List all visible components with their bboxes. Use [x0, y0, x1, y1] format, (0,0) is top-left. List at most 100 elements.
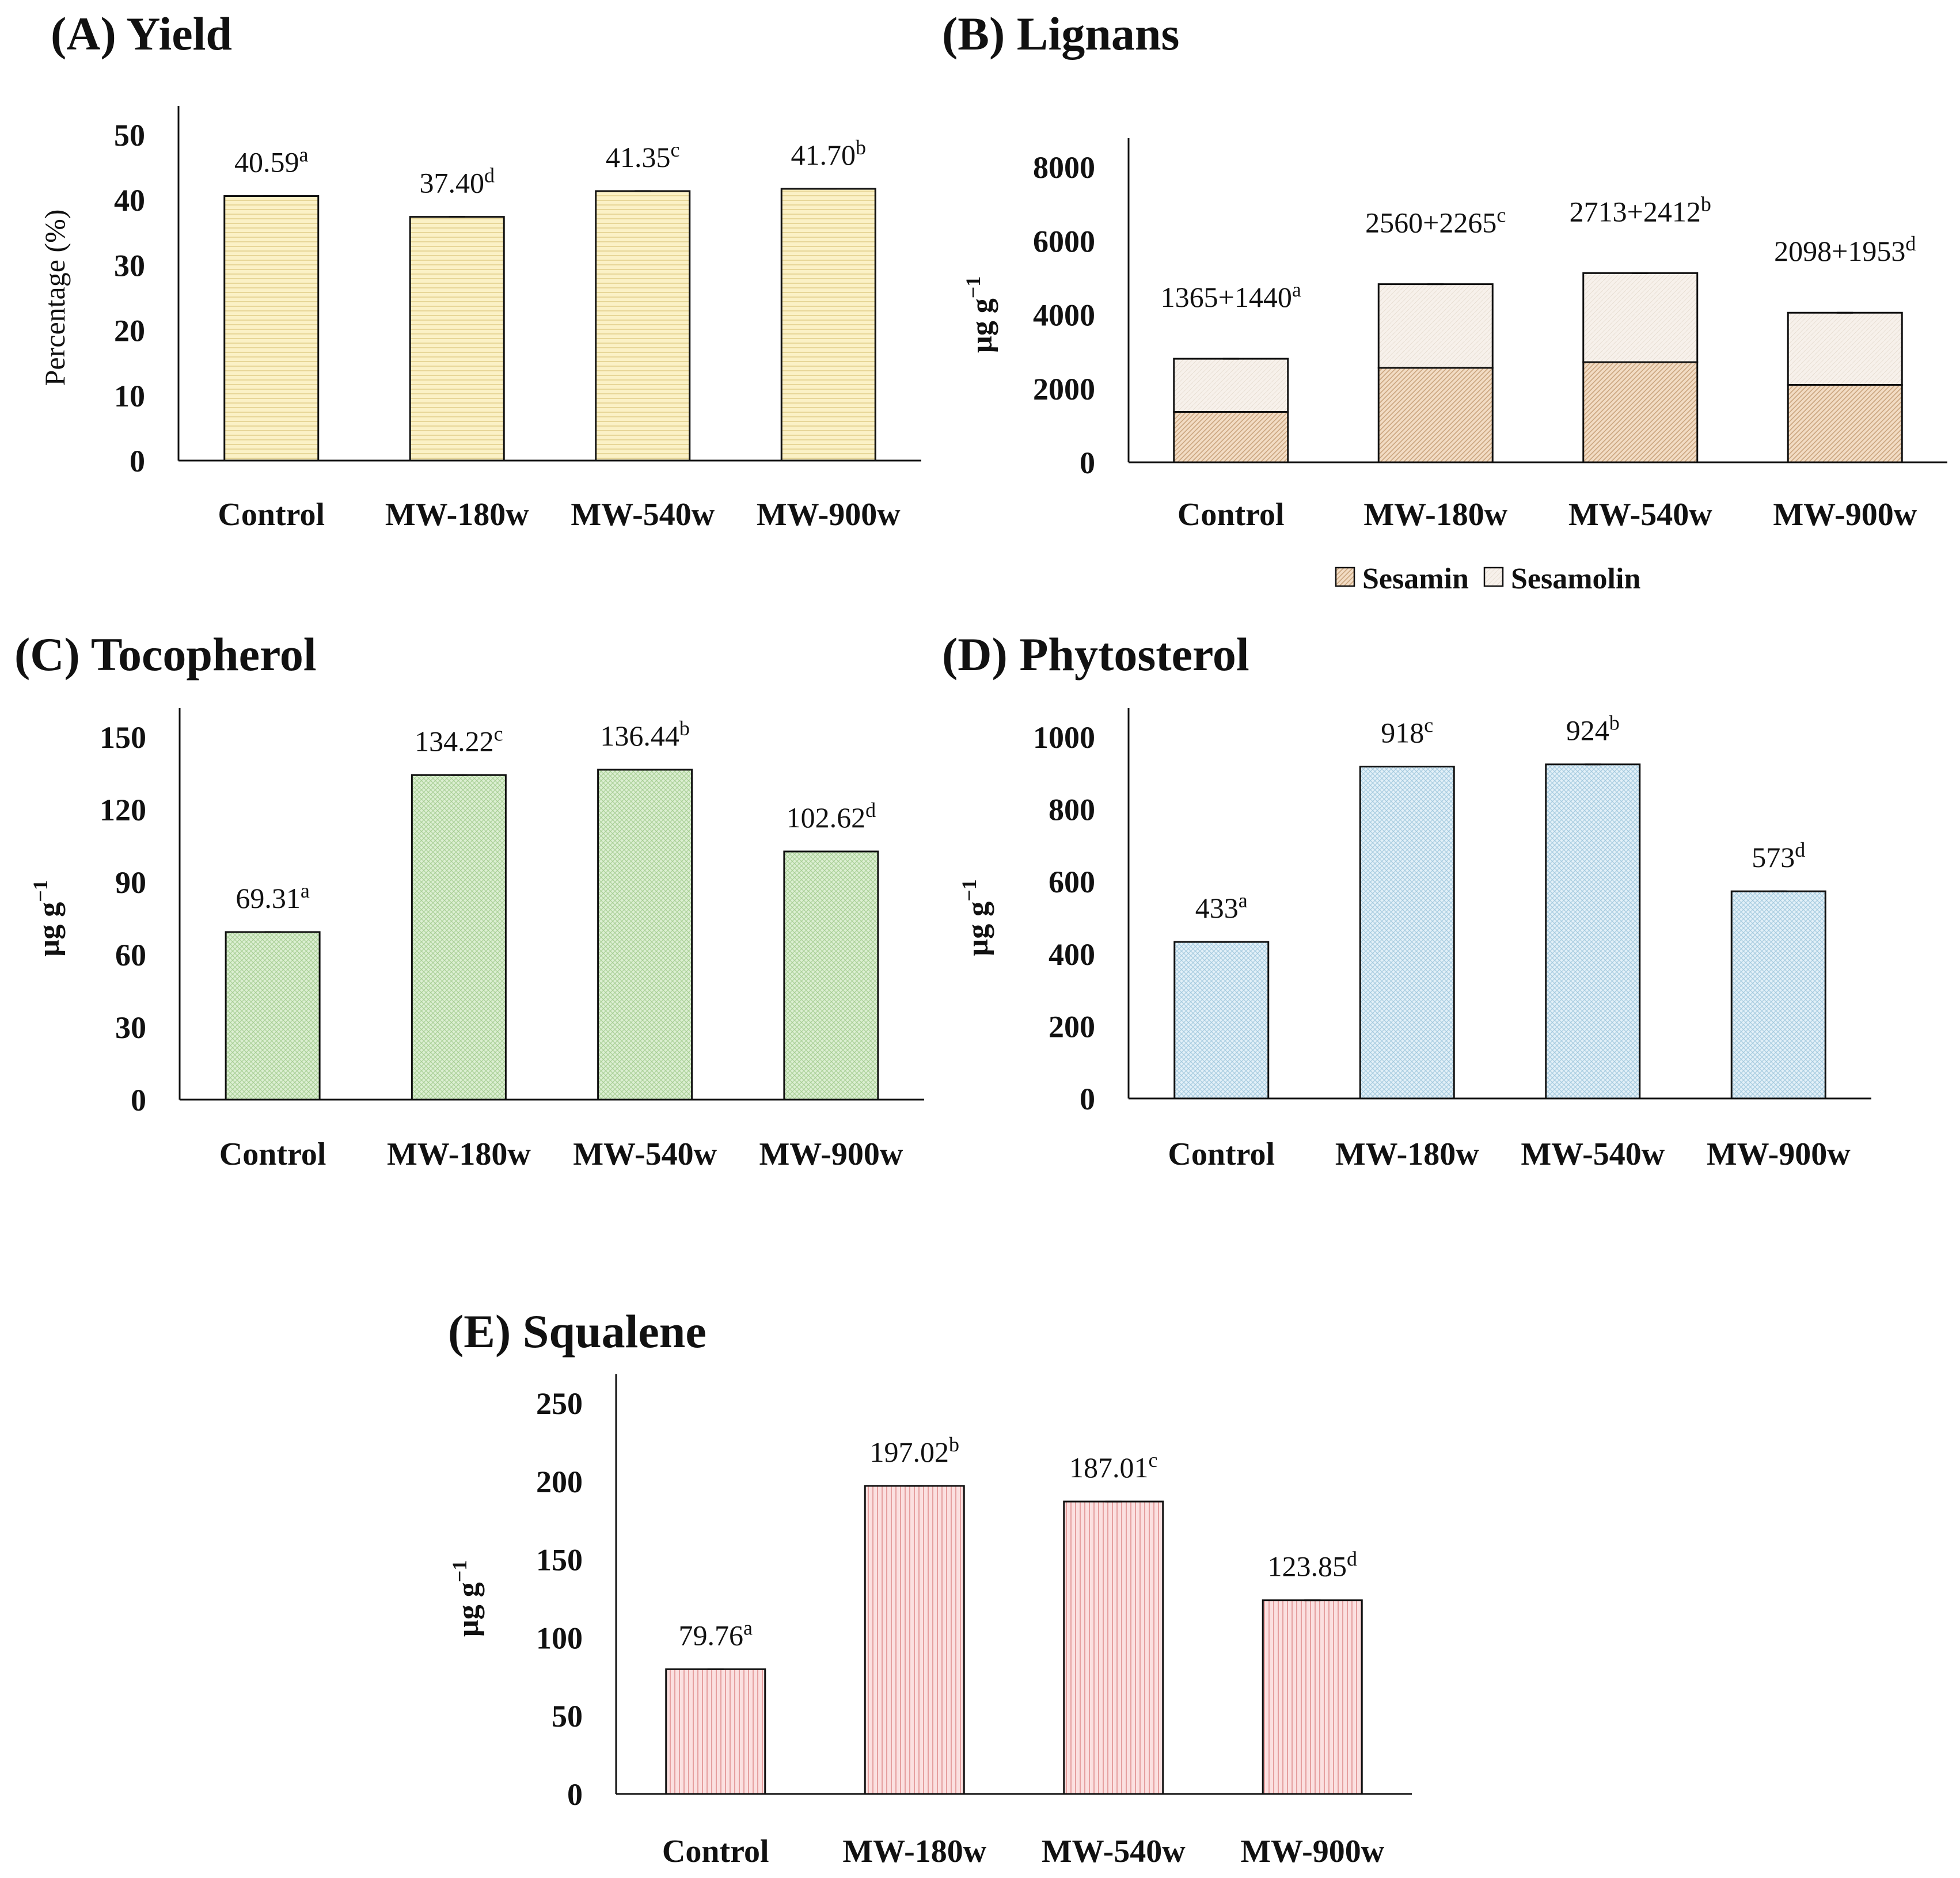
- x-category-label: MW-180w: [1335, 1136, 1479, 1172]
- data-label: 2713+2412b: [1570, 192, 1711, 227]
- data-label: 102.62d: [787, 799, 876, 834]
- x-category-label: MW-900w: [757, 497, 901, 533]
- x-category-label: MW-540w: [1042, 1834, 1186, 1869]
- chart-panel-c: (C) Tocopherol 0 30 60 90 120 150 µg g−1 69.31a C…: [14, 628, 924, 1172]
- bar-control: [665, 1668, 766, 1795]
- y-tick-label: 0: [1080, 446, 1095, 480]
- y-tick-label: 120: [100, 793, 146, 827]
- x-category-label: MW-900w: [759, 1136, 903, 1172]
- y-tick-label: 0: [130, 444, 145, 478]
- x-category-label: Control: [662, 1834, 769, 1869]
- y-tick-label: 40: [114, 183, 145, 218]
- legend-swatch-sesamin: [1335, 567, 1355, 587]
- data-label: 2560+2265c: [1365, 204, 1506, 239]
- legend-label-sesamolin: Sesamolin: [1511, 562, 1640, 595]
- y-tick-label: 60: [115, 938, 146, 972]
- panel-title: (D) Phytosterol: [942, 628, 1249, 681]
- data-label: 37.40d: [420, 164, 495, 199]
- data-label: 187.01c: [1069, 1449, 1157, 1484]
- bar-mw-540w: [1063, 1500, 1164, 1795]
- y-tick-label: 150: [536, 1543, 583, 1577]
- data-label: 79.76a: [679, 1616, 753, 1651]
- bar-mw-900w: [780, 188, 876, 462]
- bar-sesamolin-control: [1173, 358, 1289, 413]
- y-axis-label: µg g−1: [29, 880, 66, 956]
- x-category-label: MW-180w: [385, 497, 529, 533]
- y-tick-label: 8000: [1033, 150, 1095, 185]
- bar-control: [225, 931, 321, 1101]
- bar-mw-180w: [864, 1485, 965, 1795]
- y-tick-label: 100: [536, 1621, 583, 1655]
- x-category-label: MW-900w: [1773, 497, 1917, 533]
- x-category-label: MW-540w: [573, 1136, 717, 1172]
- data-label: 197.02b: [870, 1433, 960, 1468]
- bar-mw-540w: [1545, 763, 1641, 1100]
- y-axis-label: µg g−1: [962, 276, 998, 353]
- y-tick-label: 90: [115, 865, 146, 900]
- chart-panel-b: (B) Lignans 0 2000 4000 6000 8000 µg g−1 1365+1…: [942, 7, 1947, 595]
- x-category-label: MW-900w: [1240, 1834, 1384, 1869]
- bar-mw-900w: [1730, 890, 1826, 1100]
- data-label: 41.35c: [606, 138, 679, 173]
- bar-mw-900w: [1262, 1599, 1363, 1795]
- y-axis-label: Percentage (%): [39, 210, 71, 386]
- bar-sesamin-mw-900w: [1787, 383, 1903, 463]
- x-category-label: MW-540w: [571, 497, 715, 533]
- x-category-label: Control: [218, 497, 325, 533]
- data-label: 433a: [1195, 889, 1248, 924]
- y-tick-label: 0: [1080, 1082, 1095, 1116]
- y-tick-label: 600: [1049, 865, 1095, 899]
- bar-sesamin-control: [1173, 410, 1289, 463]
- data-label: 41.70b: [791, 136, 867, 171]
- data-label: 40.59a: [234, 143, 309, 178]
- data-label: 573d: [1752, 838, 1805, 873]
- x-category-label: MW-540w: [1521, 1136, 1665, 1172]
- y-tick-label: 50: [114, 118, 145, 153]
- y-tick-label: 30: [115, 1010, 146, 1045]
- y-tick-label: 150: [100, 720, 146, 755]
- x-category-label: MW-180w: [1363, 497, 1507, 533]
- chart-panel-d: (D) Phytosterol 0 200 400 600 800 1000 µg g−1 43…: [942, 628, 1871, 1172]
- bar-control: [223, 195, 320, 462]
- chart-panel-a: (A) Yield 0 10 20 30 40 50 Percentage (%) 40.59a…: [39, 7, 921, 533]
- y-tick-label: 10: [114, 379, 145, 413]
- panel-title: (C) Tocopherol: [14, 628, 317, 681]
- bar-mw-180w: [409, 216, 505, 462]
- x-category-label: MW-540w: [1568, 497, 1712, 533]
- x-category-label: Control: [1177, 497, 1285, 533]
- data-label: 69.31a: [235, 879, 310, 914]
- y-tick-label: 1000: [1033, 720, 1095, 755]
- bar-mw-900w: [783, 850, 879, 1101]
- x-category-label: MW-180w: [842, 1834, 986, 1869]
- y-tick-label: 50: [552, 1699, 583, 1733]
- y-tick-label: 200: [536, 1465, 583, 1499]
- y-axis-label: µg g−1: [448, 1560, 485, 1637]
- data-label: 918c: [1381, 713, 1433, 748]
- y-tick-label: 30: [114, 248, 145, 283]
- x-category-label: MW-180w: [387, 1136, 531, 1172]
- y-tick-label: 2000: [1033, 372, 1095, 406]
- y-axis-label: µg g−1: [958, 879, 994, 956]
- legend: Sesamin Sesamolin: [1335, 562, 1640, 595]
- panel-title: (E) Squalene: [448, 1305, 706, 1358]
- bar-mw-180w: [411, 774, 507, 1101]
- bar-sesamin-mw-540w: [1582, 361, 1699, 463]
- y-tick-label: 0: [131, 1083, 146, 1117]
- bar-mw-540w: [597, 769, 693, 1101]
- y-tick-label: 20: [114, 314, 145, 348]
- y-tick-label: 4000: [1033, 298, 1095, 333]
- chart-panel-e: (E) Squalene 0 50 100 150 200 250 µg g−1 79.76a C…: [448, 1305, 1412, 1869]
- y-tick-label: 800: [1049, 793, 1095, 827]
- data-label: 134.22c: [415, 722, 503, 757]
- y-tick-label: 6000: [1033, 224, 1095, 258]
- y-tick-label: 400: [1049, 937, 1095, 972]
- legend-swatch-sesamolin: [1483, 567, 1504, 587]
- data-label: 123.85d: [1268, 1548, 1358, 1583]
- bar-sesamin-mw-180w: [1377, 367, 1494, 463]
- bar-control: [1173, 941, 1270, 1100]
- panel-title: (B) Lignans: [942, 7, 1179, 60]
- y-tick-label: 250: [536, 1386, 583, 1421]
- bar-mw-180w: [1359, 765, 1455, 1100]
- data-label: 2098+1953d: [1774, 232, 1916, 267]
- legend-label-sesamin: Sesamin: [1362, 562, 1469, 595]
